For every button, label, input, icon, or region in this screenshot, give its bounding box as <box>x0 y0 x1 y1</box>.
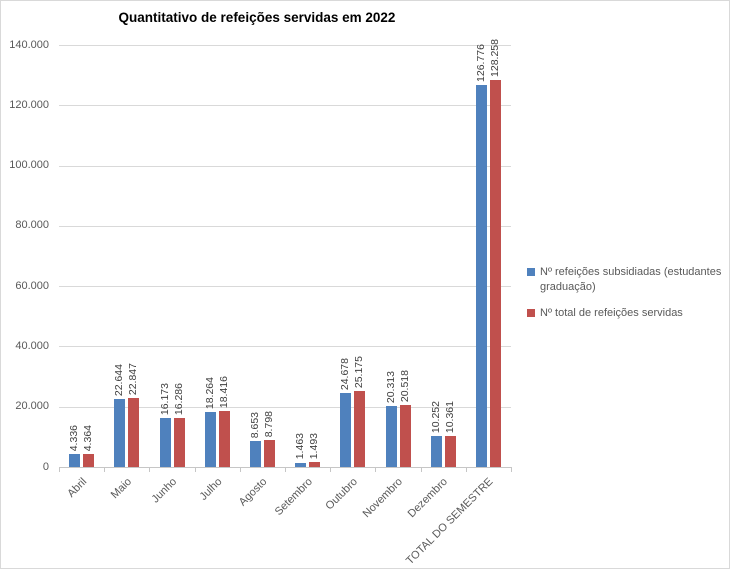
legend-swatch-red-icon <box>527 309 535 317</box>
bar-subsidiadas-setembro[interactable] <box>295 462 307 467</box>
bar-total-junho[interactable] <box>173 417 185 467</box>
x-axis-tick <box>511 468 512 472</box>
y-axis-tick-label: 100.000 <box>9 159 49 172</box>
bar-value-label: 20.518 <box>398 370 411 403</box>
bar-value-label: 22.644 <box>113 363 126 396</box>
chart-title: Quantitativo de refeições servidas em 20… <box>118 10 396 25</box>
x-axis-tick <box>420 468 422 472</box>
x-axis-category-label-maio: Maio <box>108 475 135 502</box>
bar-value-label: 8.798 <box>262 411 275 438</box>
bar-value-label: 16.286 <box>172 382 185 415</box>
y-axis-tick-label: 80.000 <box>15 219 49 232</box>
legend-label-subsidiadas: Nº refeições subsidiadas (estudantes gra… <box>540 266 722 293</box>
bar-subsidiadas-agosto[interactable] <box>249 440 261 467</box>
x-axis-category-label-julho: Julho <box>197 475 225 503</box>
bar-subsidiadas-abril[interactable] <box>69 453 81 467</box>
bar-value-label: 126.776 <box>474 43 487 82</box>
x-axis-tick <box>285 468 286 472</box>
y-axis-tick-label: 20.000 <box>15 400 49 413</box>
gridline <box>59 105 511 107</box>
x-axis-category-label-dezembro: Dezembro <box>406 475 451 521</box>
bar-total-dezembro[interactable] <box>444 435 456 467</box>
bar-subsidiadas-junho[interactable] <box>159 418 171 467</box>
bar-value-label: 8.653 <box>248 411 261 438</box>
bar-subsidiadas-dezembro[interactable] <box>430 436 442 467</box>
y-axis-tick-label: 140.000 <box>9 38 49 51</box>
legend-swatch-blue-icon <box>527 268 535 276</box>
x-axis-category-label-junho: Junho <box>149 475 180 506</box>
x-axis-category-label-novembro: Novembro <box>360 475 406 521</box>
gridline <box>59 406 511 408</box>
x-axis-tick <box>239 468 241 472</box>
x-axis-tick <box>59 468 60 472</box>
y-axis-tick-label: 40.000 <box>15 339 49 352</box>
bar-subsidiadas-novembro[interactable] <box>385 405 397 467</box>
x-axis-category-label-total-do-semestre: TOTAL DO SEMESTRE <box>404 475 496 568</box>
bar-value-label: 25.175 <box>353 356 366 389</box>
x-axis-category-label-abril: Abril <box>64 475 89 500</box>
x-axis-category-label-setembro: Setembro <box>272 475 315 518</box>
x-axis-category-label-outubro: Outubro <box>323 475 361 513</box>
x-axis-category-label-agosto: Agosto <box>236 475 270 509</box>
bar-value-label: 18.264 <box>203 376 216 409</box>
x-axis-tick <box>149 468 151 472</box>
bar-value-label: 1.493 <box>308 433 321 460</box>
bar-total-julho[interactable] <box>218 411 230 467</box>
bar-value-label: 16.173 <box>158 383 171 416</box>
x-axis-line <box>59 467 512 468</box>
bar-value-label: 10.252 <box>429 400 442 434</box>
bar-subsidiadas-total-do-semestre[interactable] <box>475 84 487 467</box>
x-axis-tick <box>375 468 377 472</box>
bar-value-label: 4.364 <box>82 424 95 451</box>
bar-total-agosto[interactable] <box>263 440 275 467</box>
gridline <box>59 225 511 227</box>
bar-total-setembro[interactable] <box>309 462 321 467</box>
y-axis-tick-label: 120.000 <box>9 98 49 111</box>
bar-value-label: 128.258 <box>488 39 501 78</box>
x-axis-tick <box>465 468 467 472</box>
legend-label-total: Nº total de refeições servidas <box>540 307 683 319</box>
bar-value-label: 22.847 <box>127 363 140 396</box>
bar-total-total-do-semestre[interactable] <box>489 80 501 467</box>
bar-value-label: 20.313 <box>384 370 397 403</box>
bar-total-maio[interactable] <box>128 398 140 467</box>
x-axis-tick <box>104 468 106 472</box>
bar-value-label: 10.361 <box>443 400 456 433</box>
gridline <box>59 286 511 288</box>
bar-value-label: 18.416 <box>217 376 230 409</box>
y-axis-tick-label: 0 <box>42 460 49 473</box>
bar-value-label: 1.463 <box>294 433 307 460</box>
bar-subsidiadas-outubro[interactable] <box>340 392 352 467</box>
bar-subsidiadas-julho[interactable] <box>204 411 216 467</box>
legend-item-total[interactable]: Nº total de refeições servidas <box>527 306 725 321</box>
legend-item-subsidiadas[interactable]: Nº refeições subsidiadas (estudantes gra… <box>527 265 725 295</box>
bar-total-novembro[interactable] <box>399 405 411 467</box>
x-axis-tick <box>330 468 332 472</box>
gridline <box>59 45 511 46</box>
gridline <box>59 346 511 348</box>
y-axis-tick-label: 60.000 <box>15 279 49 292</box>
gridline <box>59 165 511 167</box>
bar-total-abril[interactable] <box>83 453 95 467</box>
bar-value-label: 24.678 <box>339 357 352 390</box>
bar-subsidiadas-maio[interactable] <box>114 398 126 467</box>
bar-total-outubro[interactable] <box>354 391 366 467</box>
legend: Nº refeições subsidiadas (estudantes gra… <box>527 265 725 332</box>
x-axis-tick <box>194 468 196 472</box>
bar-value-label: 4.336 <box>68 424 81 451</box>
